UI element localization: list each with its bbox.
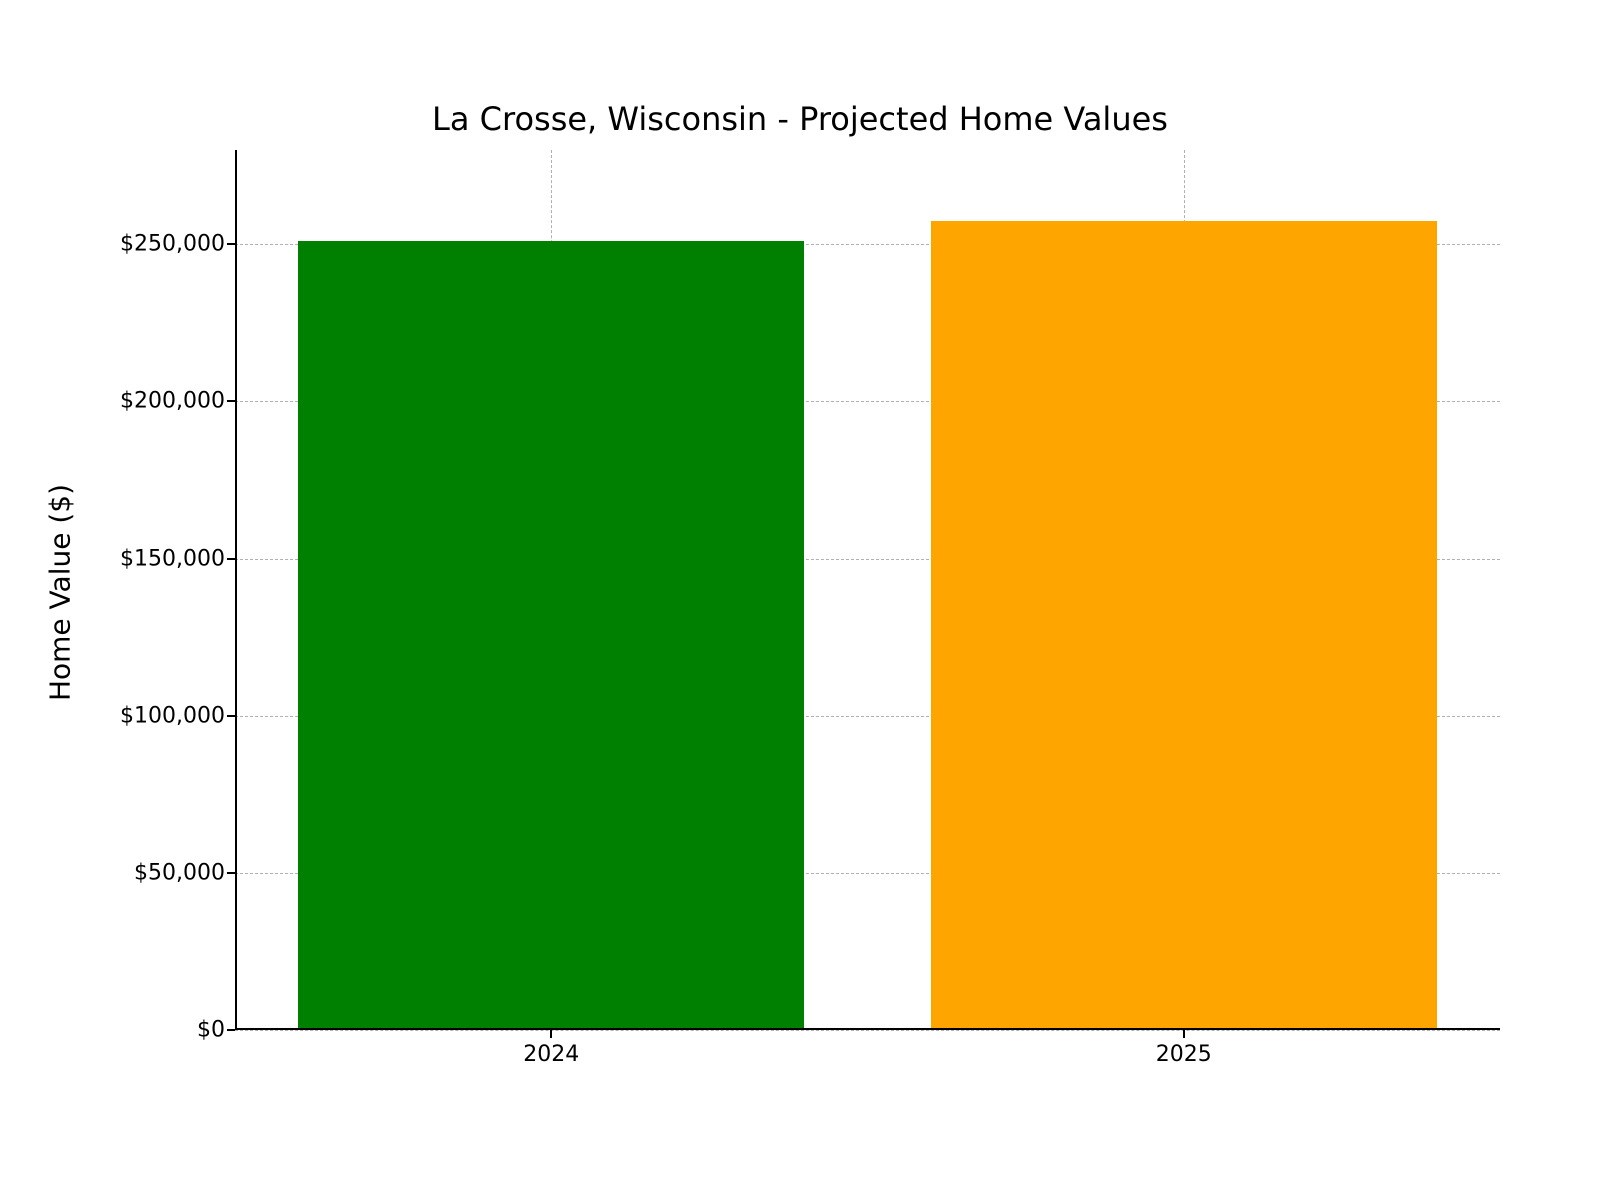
y-axis-label: Home Value ($) xyxy=(44,153,77,1033)
y-tick-label: $250,000 xyxy=(85,232,225,257)
bar xyxy=(931,221,1437,1030)
y-tick-label: $100,000 xyxy=(85,703,225,728)
x-tick-mark xyxy=(550,1030,552,1038)
x-tick-mark xyxy=(1183,1030,1185,1038)
y-tick-mark xyxy=(227,872,235,874)
y-tick-mark xyxy=(227,715,235,717)
h-gridline xyxy=(235,1030,1500,1031)
y-tick-label: $200,000 xyxy=(85,389,225,414)
left-spine xyxy=(235,150,237,1030)
figure: La Crosse, Wisconsin - Projected Home Va… xyxy=(0,0,1600,1200)
bar xyxy=(298,241,804,1030)
x-tick-label: 2025 xyxy=(1156,1042,1212,1067)
y-tick-label: $150,000 xyxy=(85,546,225,571)
y-tick-label: $50,000 xyxy=(85,860,225,885)
plot-area xyxy=(235,150,1500,1030)
chart-title: La Crosse, Wisconsin - Projected Home Va… xyxy=(0,100,1600,138)
x-tick-label: 2024 xyxy=(523,1042,579,1067)
y-tick-mark xyxy=(227,400,235,402)
y-tick-mark xyxy=(227,243,235,245)
bottom-spine xyxy=(235,1028,1500,1030)
y-tick-mark xyxy=(227,558,235,560)
y-tick-label: $0 xyxy=(85,1018,225,1043)
y-tick-mark xyxy=(227,1029,235,1031)
